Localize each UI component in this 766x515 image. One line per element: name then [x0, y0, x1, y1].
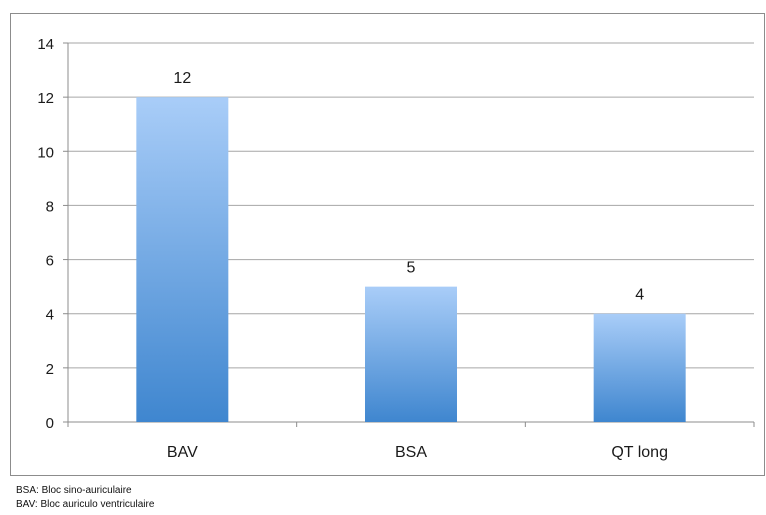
- note-bav: BAV: Bloc auriculo ventriculaire: [16, 499, 155, 510]
- chart-notes: BSA: Bloc sino-auriculaire BAV: Bloc aur…: [16, 484, 154, 512]
- data-label: 4: [635, 287, 644, 304]
- note-bsa: BSA: Bloc sino-auriculaire: [16, 485, 132, 496]
- data-label: 5: [407, 260, 416, 277]
- y-tick-label: 10: [37, 144, 54, 161]
- bar-chart: 0 2 4 6 8 10 12 14 12 BAV 5 BSA 4 QT long: [37, 36, 755, 461]
- data-label: 12: [173, 70, 191, 87]
- y-tick-label: 2: [46, 361, 54, 378]
- bar-qt-long: [593, 313, 686, 422]
- y-tick-label: 0: [46, 415, 54, 432]
- chart-frame: 0 2 4 6 8 10 12 14 12 BAV 5 BSA 4 QT long: [10, 13, 765, 476]
- y-tick-label: 14: [37, 36, 54, 53]
- x-tick-label: BSA: [395, 444, 427, 461]
- x-tick-label: BAV: [167, 444, 198, 461]
- y-tick-label: 12: [37, 90, 54, 107]
- y-tick-label: 8: [46, 198, 54, 215]
- y-tick-label: 4: [46, 307, 54, 324]
- bar-bsa: [365, 286, 457, 422]
- y-tick-label: 6: [46, 253, 54, 270]
- bar-bav: [136, 97, 229, 423]
- x-tick-label: QT long: [611, 444, 668, 461]
